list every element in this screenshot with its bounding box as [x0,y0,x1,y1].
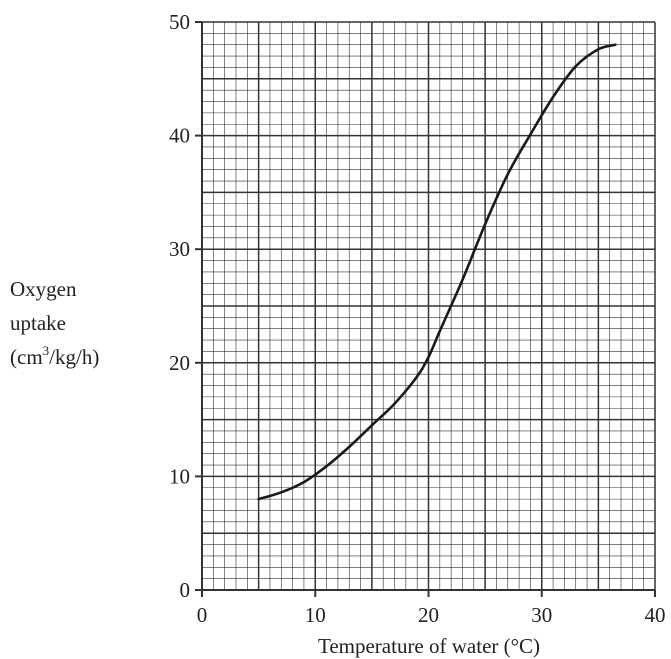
y-axis-title-line-1: Oxygen [10,277,77,301]
x-tick-label: 20 [418,603,439,627]
x-tick-label: 40 [645,603,666,627]
y-tick-label: 40 [169,124,190,148]
y-tick-label: 30 [169,237,190,261]
y-axis-title: Oxygen uptake (cm3/kg/h) [10,277,99,369]
y-unit-superscript: 3 [43,343,50,358]
x-tick-labels: 0 10 20 30 40 [197,603,666,627]
axes [195,21,656,597]
x-tick-label: 0 [197,603,208,627]
x-tick-label: 10 [305,603,326,627]
x-tick-label: 30 [531,603,552,627]
y-axis-title-line-2: uptake [10,311,66,335]
y-unit-after: /kg/h) [49,345,99,369]
y-unit-before: (cm [10,345,43,369]
y-tick-label: 10 [169,464,190,488]
x-axis-title: Temperature of water (°C) [318,634,540,658]
y-tick-label: 50 [169,10,190,34]
series-line [257,43,617,501]
y-tick-label: 0 [180,578,191,602]
y-tick-labels: 0 10 20 30 40 50 [169,10,190,602]
y-axis-title-unit: (cm3/kg/h) [10,343,99,369]
y-tick-label: 20 [169,351,190,375]
